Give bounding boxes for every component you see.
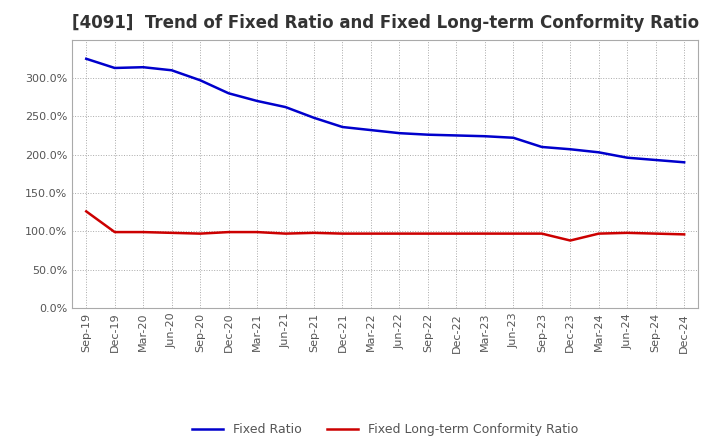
Fixed Ratio xyxy=(167,68,176,73)
Fixed Ratio xyxy=(680,160,688,165)
Fixed Ratio xyxy=(225,91,233,96)
Fixed Long-term Conformity Ratio xyxy=(452,231,461,236)
Fixed Long-term Conformity Ratio xyxy=(395,231,404,236)
Fixed Ratio xyxy=(395,131,404,136)
Legend: Fixed Ratio, Fixed Long-term Conformity Ratio: Fixed Ratio, Fixed Long-term Conformity … xyxy=(187,418,583,440)
Fixed Long-term Conformity Ratio xyxy=(595,231,603,236)
Fixed Long-term Conformity Ratio xyxy=(338,231,347,236)
Fixed Long-term Conformity Ratio xyxy=(680,232,688,237)
Fixed Ratio xyxy=(566,147,575,152)
Line: Fixed Ratio: Fixed Ratio xyxy=(86,59,684,162)
Fixed Ratio xyxy=(423,132,432,137)
Fixed Ratio xyxy=(82,56,91,62)
Fixed Ratio xyxy=(480,134,489,139)
Fixed Long-term Conformity Ratio xyxy=(566,238,575,243)
Fixed Long-term Conformity Ratio xyxy=(110,229,119,235)
Fixed Ratio xyxy=(509,135,518,140)
Fixed Long-term Conformity Ratio xyxy=(225,229,233,235)
Fixed Long-term Conformity Ratio xyxy=(139,229,148,235)
Fixed Long-term Conformity Ratio xyxy=(310,230,318,235)
Fixed Ratio xyxy=(282,104,290,110)
Fixed Ratio xyxy=(623,155,631,160)
Fixed Long-term Conformity Ratio xyxy=(509,231,518,236)
Fixed Ratio xyxy=(537,144,546,150)
Fixed Long-term Conformity Ratio xyxy=(366,231,375,236)
Fixed Long-term Conformity Ratio xyxy=(423,231,432,236)
Line: Fixed Long-term Conformity Ratio: Fixed Long-term Conformity Ratio xyxy=(86,211,684,241)
Title: [4091]  Trend of Fixed Ratio and Fixed Long-term Conformity Ratio: [4091] Trend of Fixed Ratio and Fixed Lo… xyxy=(71,15,699,33)
Fixed Long-term Conformity Ratio xyxy=(282,231,290,236)
Fixed Ratio xyxy=(338,125,347,130)
Fixed Long-term Conformity Ratio xyxy=(253,229,261,235)
Fixed Ratio xyxy=(139,65,148,70)
Fixed Ratio xyxy=(196,77,204,83)
Fixed Long-term Conformity Ratio xyxy=(623,230,631,235)
Fixed Ratio xyxy=(652,158,660,163)
Fixed Long-term Conformity Ratio xyxy=(167,230,176,235)
Fixed Long-term Conformity Ratio xyxy=(652,231,660,236)
Fixed Ratio xyxy=(110,65,119,70)
Fixed Ratio xyxy=(452,133,461,138)
Fixed Ratio xyxy=(366,128,375,133)
Fixed Long-term Conformity Ratio xyxy=(82,209,91,214)
Fixed Ratio xyxy=(253,98,261,103)
Fixed Long-term Conformity Ratio xyxy=(196,231,204,236)
Fixed Ratio xyxy=(595,150,603,155)
Fixed Long-term Conformity Ratio xyxy=(537,231,546,236)
Fixed Long-term Conformity Ratio xyxy=(480,231,489,236)
Fixed Ratio xyxy=(310,115,318,121)
